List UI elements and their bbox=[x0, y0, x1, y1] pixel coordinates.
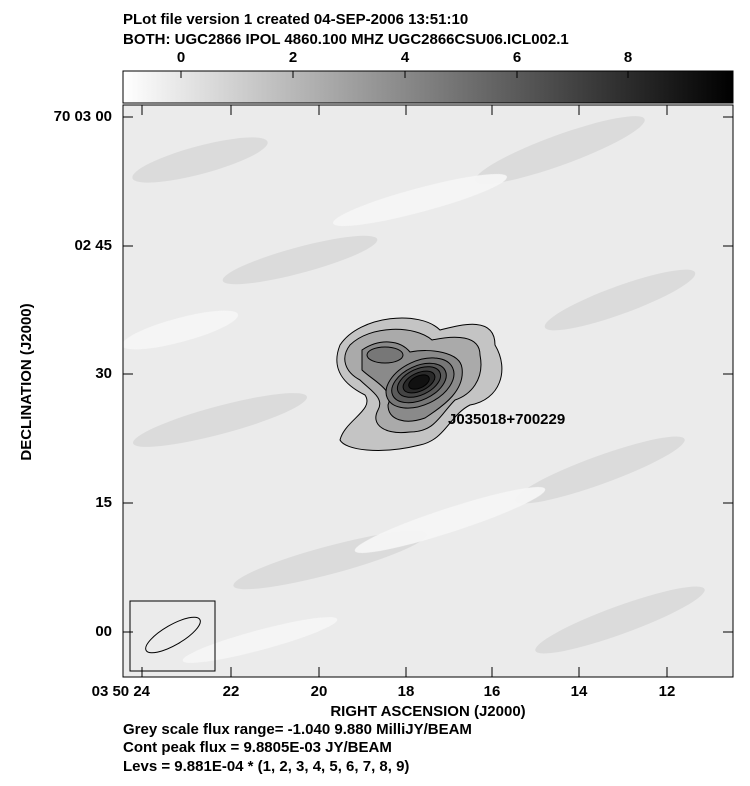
x-tick-label: 12 bbox=[659, 683, 676, 700]
colorbar-tick-label: 4 bbox=[401, 49, 410, 66]
x-tick-label: 16 bbox=[484, 683, 501, 700]
footer-line: Grey scale flux range= -1.040 9.880 Mill… bbox=[123, 721, 472, 738]
x-tick-label: 14 bbox=[571, 683, 588, 700]
y-tick-label: 30 bbox=[95, 365, 112, 382]
beam-box bbox=[129, 600, 216, 672]
footer-line: Levs = 9.881E-04 * (1, 2, 3, 4, 5, 6, 7,… bbox=[123, 758, 409, 775]
colorbar bbox=[122, 70, 734, 104]
map-frame bbox=[122, 104, 734, 678]
y-tick-label: 15 bbox=[95, 494, 112, 511]
x-tick-label: 20 bbox=[311, 683, 328, 700]
header-line: BOTH: UGC2866 IPOL 4860.100 MHZ UGC2866C… bbox=[123, 31, 569, 48]
footer-line: Cont peak flux = 9.8805E-03 JY/BEAM bbox=[123, 739, 392, 756]
x-tick-label: 22 bbox=[223, 683, 240, 700]
map-image bbox=[123, 105, 733, 677]
x-axis-label: RIGHT ASCENSION (J2000) bbox=[330, 703, 525, 720]
x-tick-label: 18 bbox=[398, 683, 415, 700]
y-tick-label: 70 03 00 bbox=[54, 108, 112, 125]
colorbar-tick-label: 2 bbox=[289, 49, 297, 66]
x-tick-label: 03 50 24 bbox=[92, 683, 151, 700]
header-line: PLot file version 1 created 04-SEP-2006 … bbox=[123, 11, 468, 28]
colorbar-tick-label: 8 bbox=[624, 49, 632, 66]
colorbar-tick-label: 0 bbox=[177, 49, 185, 66]
colorbar-tick-label: 6 bbox=[513, 49, 521, 66]
y-tick-label: 00 bbox=[95, 623, 112, 640]
y-axis-label: DECLINATION (J2000) bbox=[18, 303, 35, 460]
source-label: J035018+700229 bbox=[448, 411, 565, 428]
beam bbox=[145, 616, 201, 654]
y-tick-label: 02 45 bbox=[74, 237, 112, 254]
